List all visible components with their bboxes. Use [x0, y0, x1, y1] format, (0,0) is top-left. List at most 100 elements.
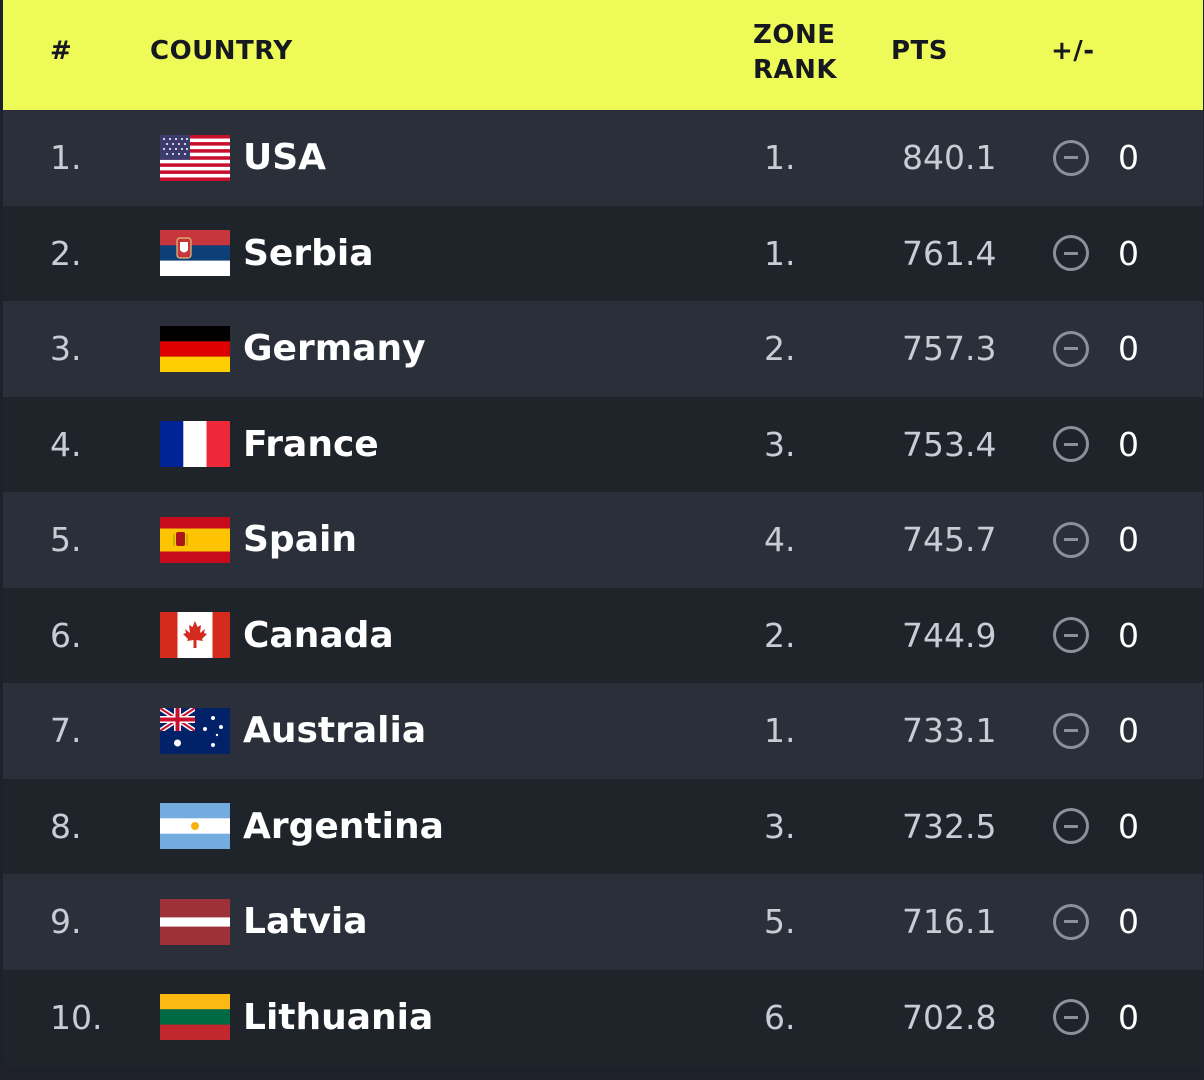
row-points: 732.5	[902, 806, 997, 846]
latvia-flag	[160, 874, 230, 970]
row-points: 753.4	[902, 424, 997, 464]
header-rank[interactable]: #	[50, 36, 73, 66]
row-zone-rank: 2.	[764, 615, 796, 655]
no-change-icon	[1053, 235, 1089, 272]
row-movement	[1053, 110, 1089, 206]
table-row[interactable]: 9. Latvia 5. 716.1 0	[3, 874, 1203, 970]
row-country-name[interactable]: Australia	[243, 710, 427, 752]
row-movement	[1053, 779, 1089, 875]
row-movement	[1053, 206, 1089, 302]
row-rank: 8.	[50, 806, 82, 846]
row-zone-rank: 2.	[764, 329, 796, 369]
row-country-name[interactable]: Spain	[243, 519, 357, 561]
row-movement	[1053, 397, 1089, 493]
row-change-value: 0	[1118, 711, 1139, 751]
table-header: # COUNTRY ZONE RANK PTS +/-	[3, 0, 1203, 110]
table-row[interactable]: 6. Canada 2. 744.9 0	[3, 587, 1203, 684]
row-rank: 5.	[50, 520, 82, 560]
row-change-value: 0	[1118, 902, 1139, 942]
row-rank: 9.	[50, 902, 82, 942]
row-movement	[1053, 874, 1089, 970]
table-row[interactable]: 8. Argentina 3. 732.5 0	[3, 778, 1203, 875]
france-flag	[160, 397, 230, 493]
table-row[interactable]: 3. Germany 2. 757.3 0	[3, 301, 1203, 397]
row-zone-rank: 1.	[764, 711, 796, 751]
argentina-flag	[160, 779, 230, 875]
no-change-icon	[1053, 712, 1089, 749]
row-movement	[1053, 588, 1089, 684]
germany-flag	[160, 301, 230, 397]
usa-flag	[160, 110, 230, 206]
ranking-table: # COUNTRY ZONE RANK PTS +/- 1. USA 1. 840.…	[3, 0, 1203, 1068]
row-country-name[interactable]: Serbia	[243, 232, 374, 274]
row-country-name[interactable]: Germany	[243, 328, 426, 370]
row-country-name[interactable]: France	[243, 423, 379, 465]
table-row[interactable]: 1. USA 1. 840.1 0	[3, 110, 1203, 206]
serbia-flag	[160, 206, 230, 302]
lithuania-flag	[160, 970, 230, 1066]
row-points: 744.9	[902, 615, 997, 655]
row-zone-rank: 6.	[764, 997, 796, 1037]
table-row[interactable]: 4. France 3. 753.4 0	[3, 396, 1203, 493]
no-change-icon	[1053, 808, 1089, 845]
row-movement	[1053, 301, 1089, 397]
no-change-icon	[1053, 999, 1089, 1036]
row-zone-rank: 1.	[764, 233, 796, 273]
row-change-value: 0	[1118, 329, 1139, 369]
row-rank: 6.	[50, 615, 82, 655]
row-zone-rank: 1.	[764, 138, 796, 178]
row-change-value: 0	[1118, 520, 1139, 560]
table-body: 1. USA 1. 840.1 0 2. Serbia 1. 761.4 0 3. German…	[3, 110, 1203, 1065]
row-rank: 7.	[50, 711, 82, 751]
header-zone-rank-line1: ZONE	[753, 20, 836, 50]
row-points: 733.1	[902, 711, 997, 751]
row-change-value: 0	[1118, 138, 1139, 178]
row-movement	[1053, 683, 1089, 779]
row-change-value: 0	[1118, 997, 1139, 1037]
row-rank: 3.	[50, 329, 82, 369]
header-country[interactable]: COUNTRY	[150, 36, 293, 66]
row-rank: 10.	[50, 997, 103, 1037]
row-zone-rank: 5.	[764, 902, 796, 942]
table-row[interactable]: 2. Serbia 1. 761.4 0	[3, 205, 1203, 302]
canada-flag	[160, 588, 230, 684]
no-change-icon	[1053, 617, 1089, 654]
row-change-value: 0	[1118, 615, 1139, 655]
australia-flag	[160, 683, 230, 779]
table-row[interactable]: 7. Australia 1. 733.1 0	[3, 683, 1203, 779]
row-movement	[1053, 492, 1089, 588]
table-row[interactable]: 5. Spain 4. 745.7 0	[3, 492, 1203, 588]
row-points: 840.1	[902, 138, 997, 178]
row-country-name[interactable]: Canada	[243, 614, 394, 656]
row-movement	[1053, 970, 1089, 1066]
no-change-icon	[1053, 521, 1089, 558]
row-points: 761.4	[902, 233, 997, 273]
row-change-value: 0	[1118, 806, 1139, 846]
table-row[interactable]: 10. Lithuania 6. 702.8 0	[3, 969, 1203, 1066]
header-change[interactable]: +/-	[1051, 36, 1095, 66]
row-country-name[interactable]: Argentina	[243, 805, 444, 847]
row-rank: 1.	[50, 138, 82, 178]
row-change-value: 0	[1118, 233, 1139, 273]
row-country-name[interactable]: Lithuania	[243, 996, 434, 1038]
row-points: 716.1	[902, 902, 997, 942]
row-zone-rank: 4.	[764, 520, 796, 560]
row-change-value: 0	[1118, 424, 1139, 464]
row-rank: 2.	[50, 233, 82, 273]
row-points: 757.3	[902, 329, 997, 369]
row-country-name[interactable]: Latvia	[243, 901, 368, 943]
no-change-icon	[1053, 426, 1089, 463]
row-zone-rank: 3.	[764, 806, 796, 846]
no-change-icon	[1053, 903, 1089, 940]
spain-flag	[160, 492, 230, 588]
header-zone-rank-line2: RANK	[753, 55, 838, 85]
row-points: 745.7	[902, 520, 997, 560]
header-pts[interactable]: PTS	[891, 36, 949, 66]
row-rank: 4.	[50, 424, 82, 464]
row-points: 702.8	[902, 997, 997, 1037]
no-change-icon	[1053, 139, 1089, 176]
row-country-name[interactable]: USA	[243, 137, 327, 179]
header-zone-rank[interactable]: ZONE RANK	[753, 18, 837, 88]
no-change-icon	[1053, 330, 1089, 367]
row-zone-rank: 3.	[764, 424, 796, 464]
